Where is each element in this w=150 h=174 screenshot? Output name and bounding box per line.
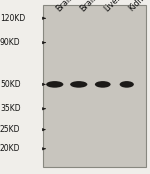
Ellipse shape (120, 81, 134, 88)
Text: Kidney: Kidney (127, 0, 150, 13)
Text: 50KD: 50KD (0, 80, 21, 89)
Text: 20KD: 20KD (0, 144, 21, 153)
Bar (43, 5, 146, 167)
Text: Liver: Liver (103, 0, 123, 13)
Text: 35KD: 35KD (0, 104, 21, 113)
Text: Brain: Brain (55, 0, 76, 13)
Text: 90KD: 90KD (0, 38, 21, 47)
Ellipse shape (46, 81, 63, 88)
Ellipse shape (95, 81, 111, 88)
Text: Brain: Brain (79, 0, 100, 13)
Ellipse shape (70, 81, 87, 88)
Text: 120KD: 120KD (0, 14, 25, 23)
Text: 25KD: 25KD (0, 125, 21, 134)
